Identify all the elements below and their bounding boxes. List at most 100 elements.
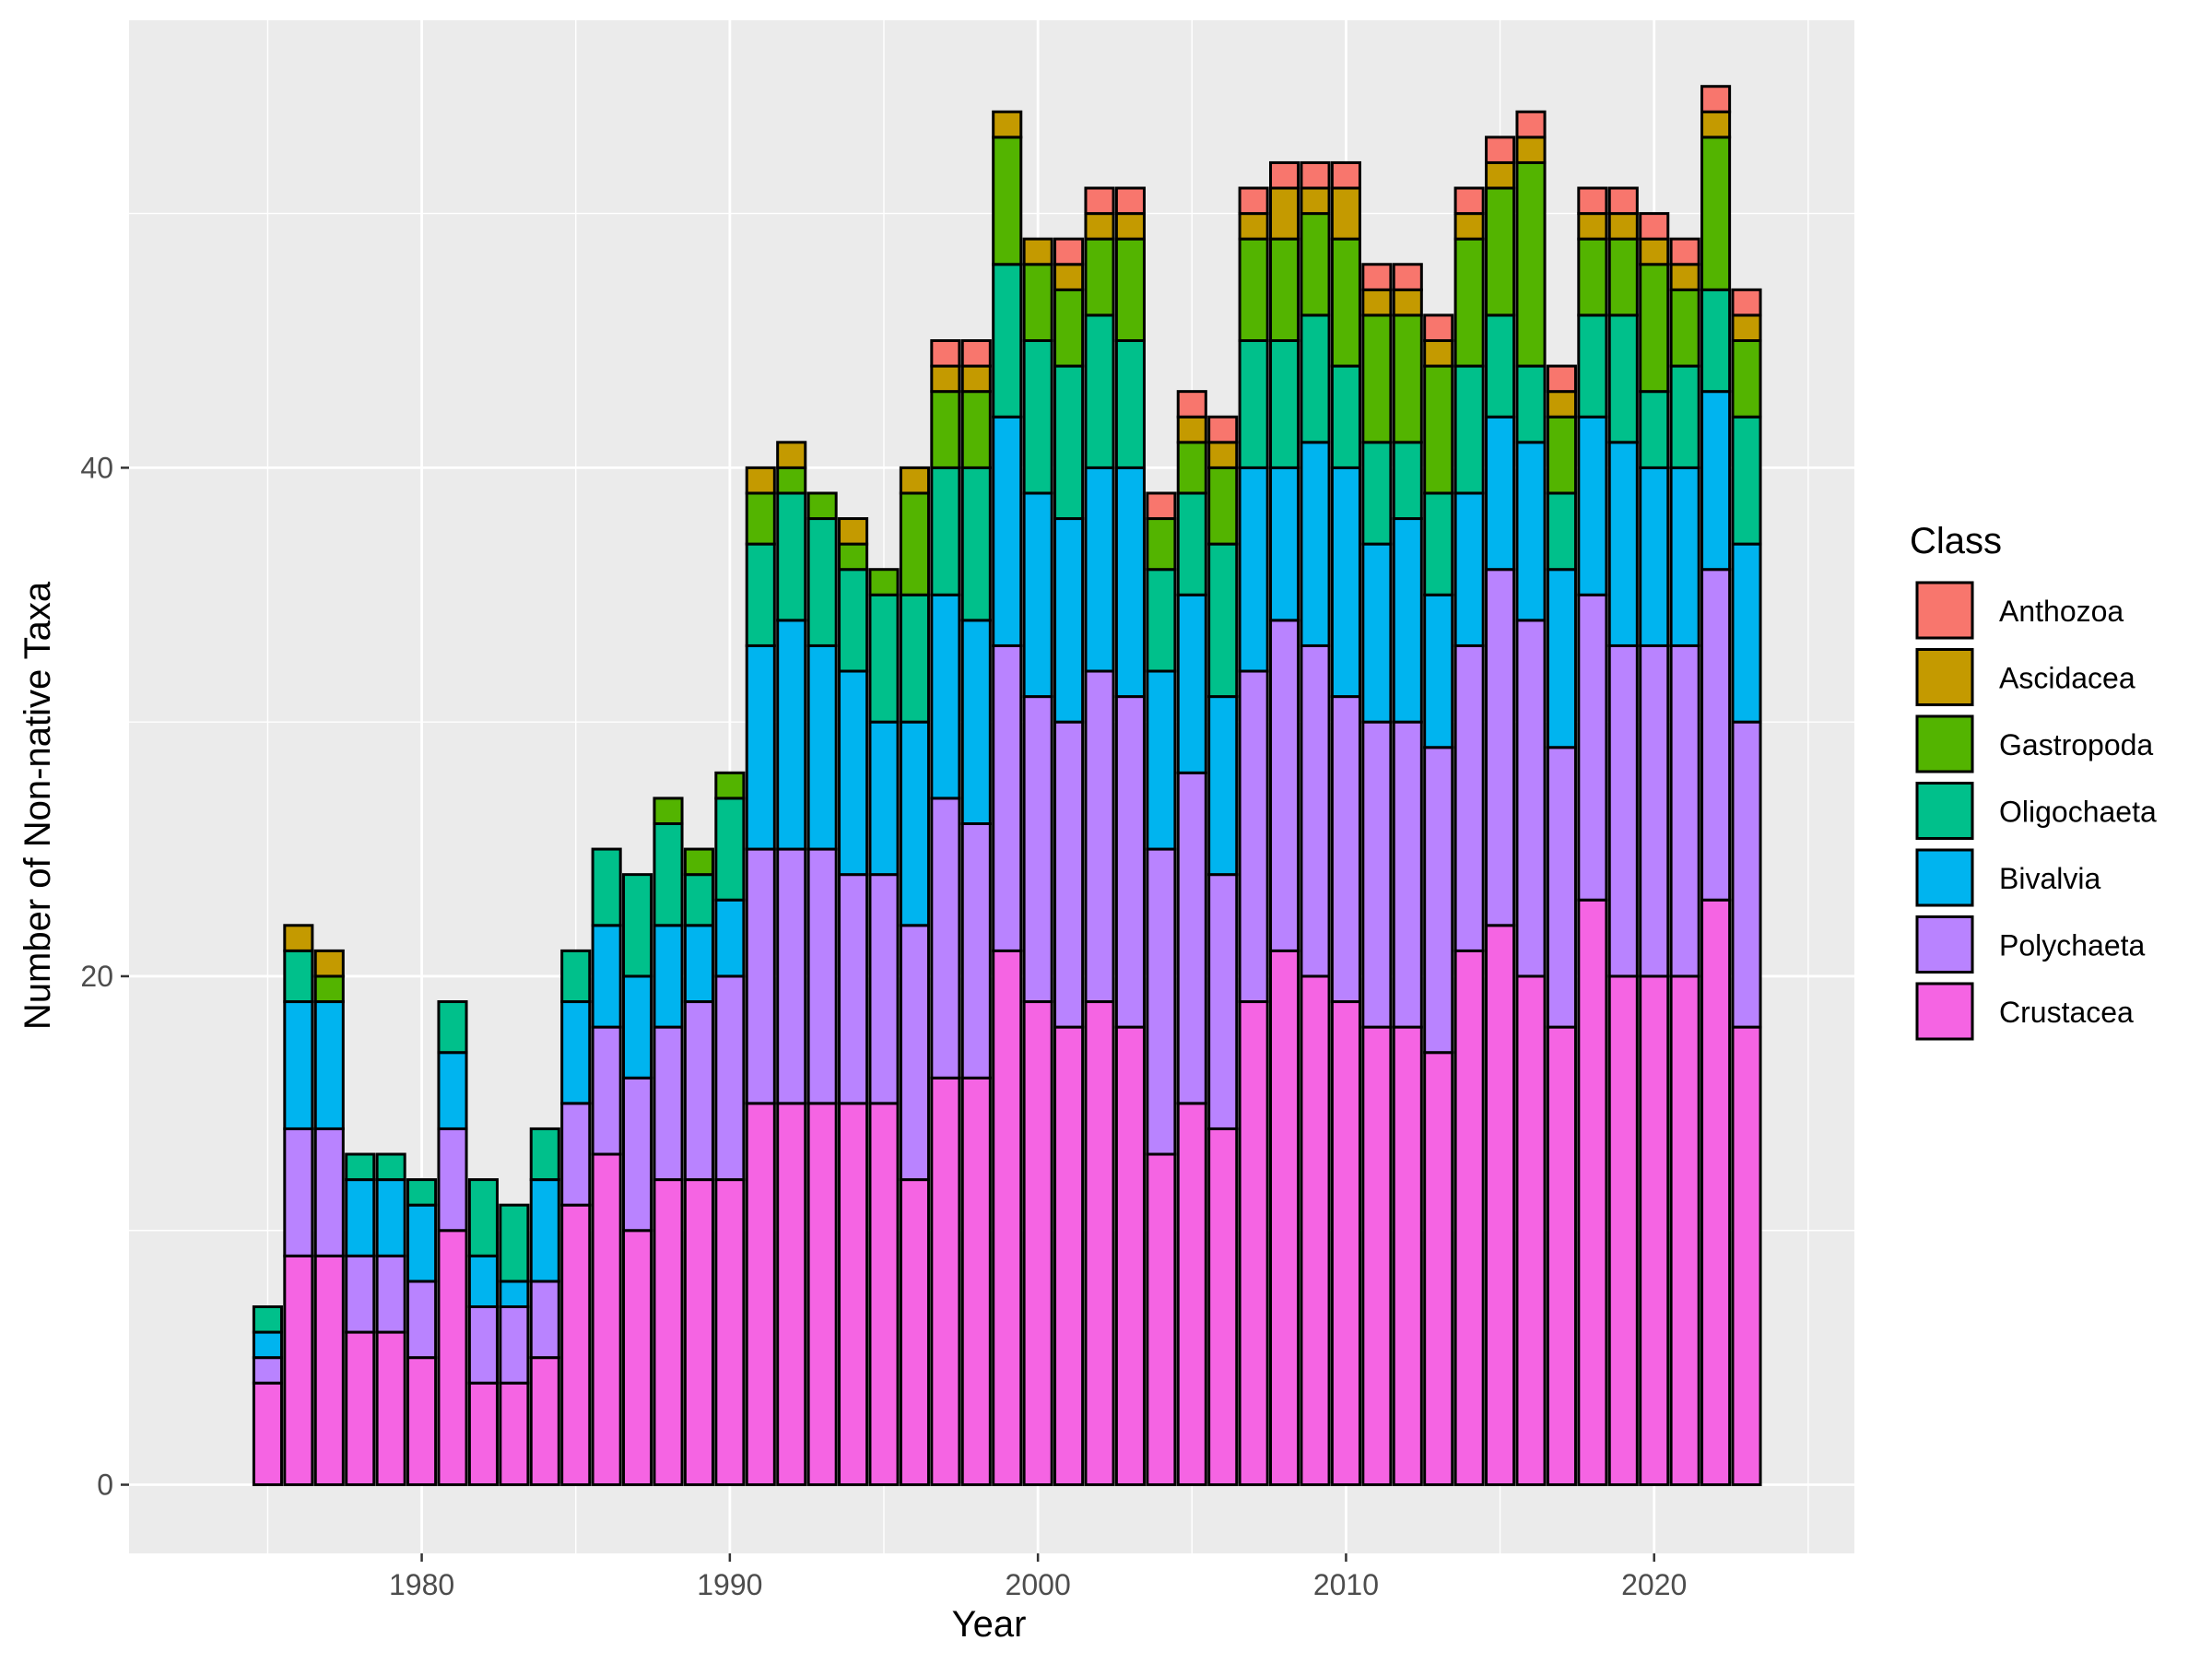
legend-label: Bivalvia (1999, 862, 2100, 895)
bar-segment (1300, 313, 1331, 444)
bar-segment (1423, 313, 1454, 342)
bar-segment (1176, 771, 1207, 1105)
bar-segment (1423, 491, 1454, 596)
bar-segment (1485, 313, 1516, 419)
bar-segment (776, 619, 807, 851)
bar-segment (1114, 212, 1146, 241)
bar-segment (745, 847, 776, 1105)
bar-segment (1176, 415, 1207, 444)
bar-segment (1330, 186, 1361, 241)
bar-segment (406, 1178, 438, 1207)
bar-segment (406, 1280, 438, 1360)
bar-segment (1485, 186, 1516, 317)
legend-key-swatch (1915, 581, 1974, 640)
bar-segment (499, 1381, 530, 1487)
bar-segment (345, 1330, 376, 1487)
bar-segment (313, 1000, 345, 1130)
y-tick-label: 0 (97, 1469, 113, 1502)
bar-segment (406, 1356, 438, 1487)
bar-segment (1084, 212, 1115, 241)
bar-segment (1639, 212, 1670, 241)
bar-segment (930, 593, 961, 800)
bar-segment (838, 517, 869, 546)
bar-segment (591, 1025, 622, 1156)
bar-segment (1700, 390, 1732, 572)
bar-segment (1330, 160, 1361, 190)
bar-segment (252, 1304, 283, 1334)
bar-segment (992, 110, 1023, 139)
bar-segment (1700, 110, 1732, 139)
bar-segment (1269, 237, 1300, 342)
bar-segment (1669, 466, 1700, 647)
bar-segment (745, 542, 776, 647)
bar-segment (1423, 338, 1454, 368)
bar-segment (1269, 619, 1300, 952)
y-tick-label: 20 (80, 960, 113, 993)
bar-segment (1731, 313, 1762, 342)
bar-segment (1238, 338, 1269, 469)
bar-segment (960, 390, 992, 469)
bar-segment (1238, 466, 1269, 673)
bar-segment (591, 1152, 622, 1487)
bar-segment (930, 466, 961, 596)
bar-segment (1392, 720, 1423, 1029)
bar-segment (499, 1280, 530, 1308)
bar-segment (375, 1178, 406, 1257)
bar-segment (1546, 568, 1577, 749)
bar-segment (1515, 136, 1547, 164)
bar-segment (283, 1000, 314, 1130)
bar-segment (1300, 643, 1331, 978)
bar-segment (1731, 1025, 1762, 1487)
bar-segment (1238, 212, 1269, 241)
bar-segment (1453, 212, 1485, 241)
legend-label: Oligochaeta (1999, 796, 2157, 829)
bar-segment (868, 873, 900, 1105)
bar-segment (1361, 542, 1393, 724)
bar-segment (714, 974, 746, 1182)
bar-segment (313, 974, 345, 1004)
bar-segment (960, 1076, 992, 1487)
bar-segment (683, 847, 714, 877)
bar-segment (1607, 643, 1639, 978)
bar-segment (1330, 695, 1361, 1004)
bar-segment (622, 873, 653, 978)
bar-segment (1515, 974, 1547, 1487)
bar-segment (591, 924, 622, 1029)
bar-segment (1300, 212, 1331, 317)
bar-segment (1453, 186, 1485, 216)
bar-segment (1515, 110, 1547, 139)
bar-segment (806, 1102, 838, 1487)
bar-segment (683, 873, 714, 927)
bar-segment (1700, 898, 1732, 1487)
bar-segment (838, 568, 869, 673)
bar-segment (714, 771, 746, 800)
bar-segment (1176, 390, 1207, 419)
bar-segment (1114, 1025, 1146, 1487)
bar-segment (930, 797, 961, 1080)
bar-segment (1053, 288, 1085, 368)
bar-segment (1146, 847, 1177, 1156)
bar-segment (1515, 160, 1547, 368)
bar-segment (467, 1304, 499, 1385)
bar-segment (467, 1381, 499, 1487)
bar-segment (560, 1203, 592, 1487)
bar-segment (529, 1280, 560, 1360)
bar-segment (1392, 288, 1423, 317)
legend-label: Polychaeta (1999, 929, 2146, 962)
bar-segment (1607, 237, 1639, 317)
bar-segment (1269, 186, 1300, 241)
bar-segment (1607, 212, 1639, 241)
bar-segment (622, 1229, 653, 1487)
bar-segment (1546, 415, 1577, 495)
bar-segment (653, 797, 684, 825)
x-axis-label: Year (952, 1604, 1027, 1645)
bar-segment (1731, 415, 1762, 546)
bar-segment (838, 873, 869, 1105)
bar-segment (683, 924, 714, 1004)
bar-segment (776, 847, 807, 1105)
bar-segment (499, 1304, 530, 1385)
bar-segment (313, 1254, 345, 1487)
legend-label: Crustacea (1999, 996, 2134, 1029)
bar-segment (960, 619, 992, 825)
